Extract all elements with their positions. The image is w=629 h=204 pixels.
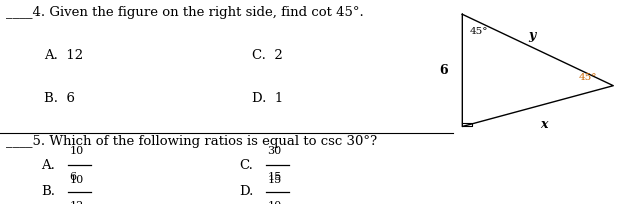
Text: ____5. Which of the following ratios is equal to csc 30°?: ____5. Which of the following ratios is … — [6, 135, 377, 148]
Text: 45°: 45° — [579, 73, 597, 82]
Text: D.: D. — [239, 185, 253, 198]
Text: 45°: 45° — [470, 27, 488, 35]
Text: 6: 6 — [439, 64, 448, 77]
Text: D.  1: D. 1 — [252, 92, 283, 105]
Text: 15: 15 — [267, 172, 282, 183]
Text: 6: 6 — [69, 172, 76, 183]
Text: B.: B. — [41, 185, 55, 198]
Text: x: x — [540, 118, 548, 131]
Text: A.: A. — [41, 159, 55, 172]
Text: 10: 10 — [69, 174, 84, 185]
Text: C.  2: C. 2 — [252, 49, 282, 62]
Text: A.  12: A. 12 — [44, 49, 83, 62]
Text: 12: 12 — [69, 201, 84, 204]
Text: 10: 10 — [69, 146, 84, 156]
Text: ____4. Given the figure on the right side, find cot 45°.: ____4. Given the figure on the right sid… — [6, 6, 364, 19]
Text: 15: 15 — [267, 174, 282, 185]
Text: B.  6: B. 6 — [44, 92, 75, 105]
Text: y: y — [528, 29, 535, 42]
Text: 10: 10 — [267, 201, 282, 204]
Text: 30: 30 — [267, 146, 282, 156]
Text: C.: C. — [239, 159, 253, 172]
